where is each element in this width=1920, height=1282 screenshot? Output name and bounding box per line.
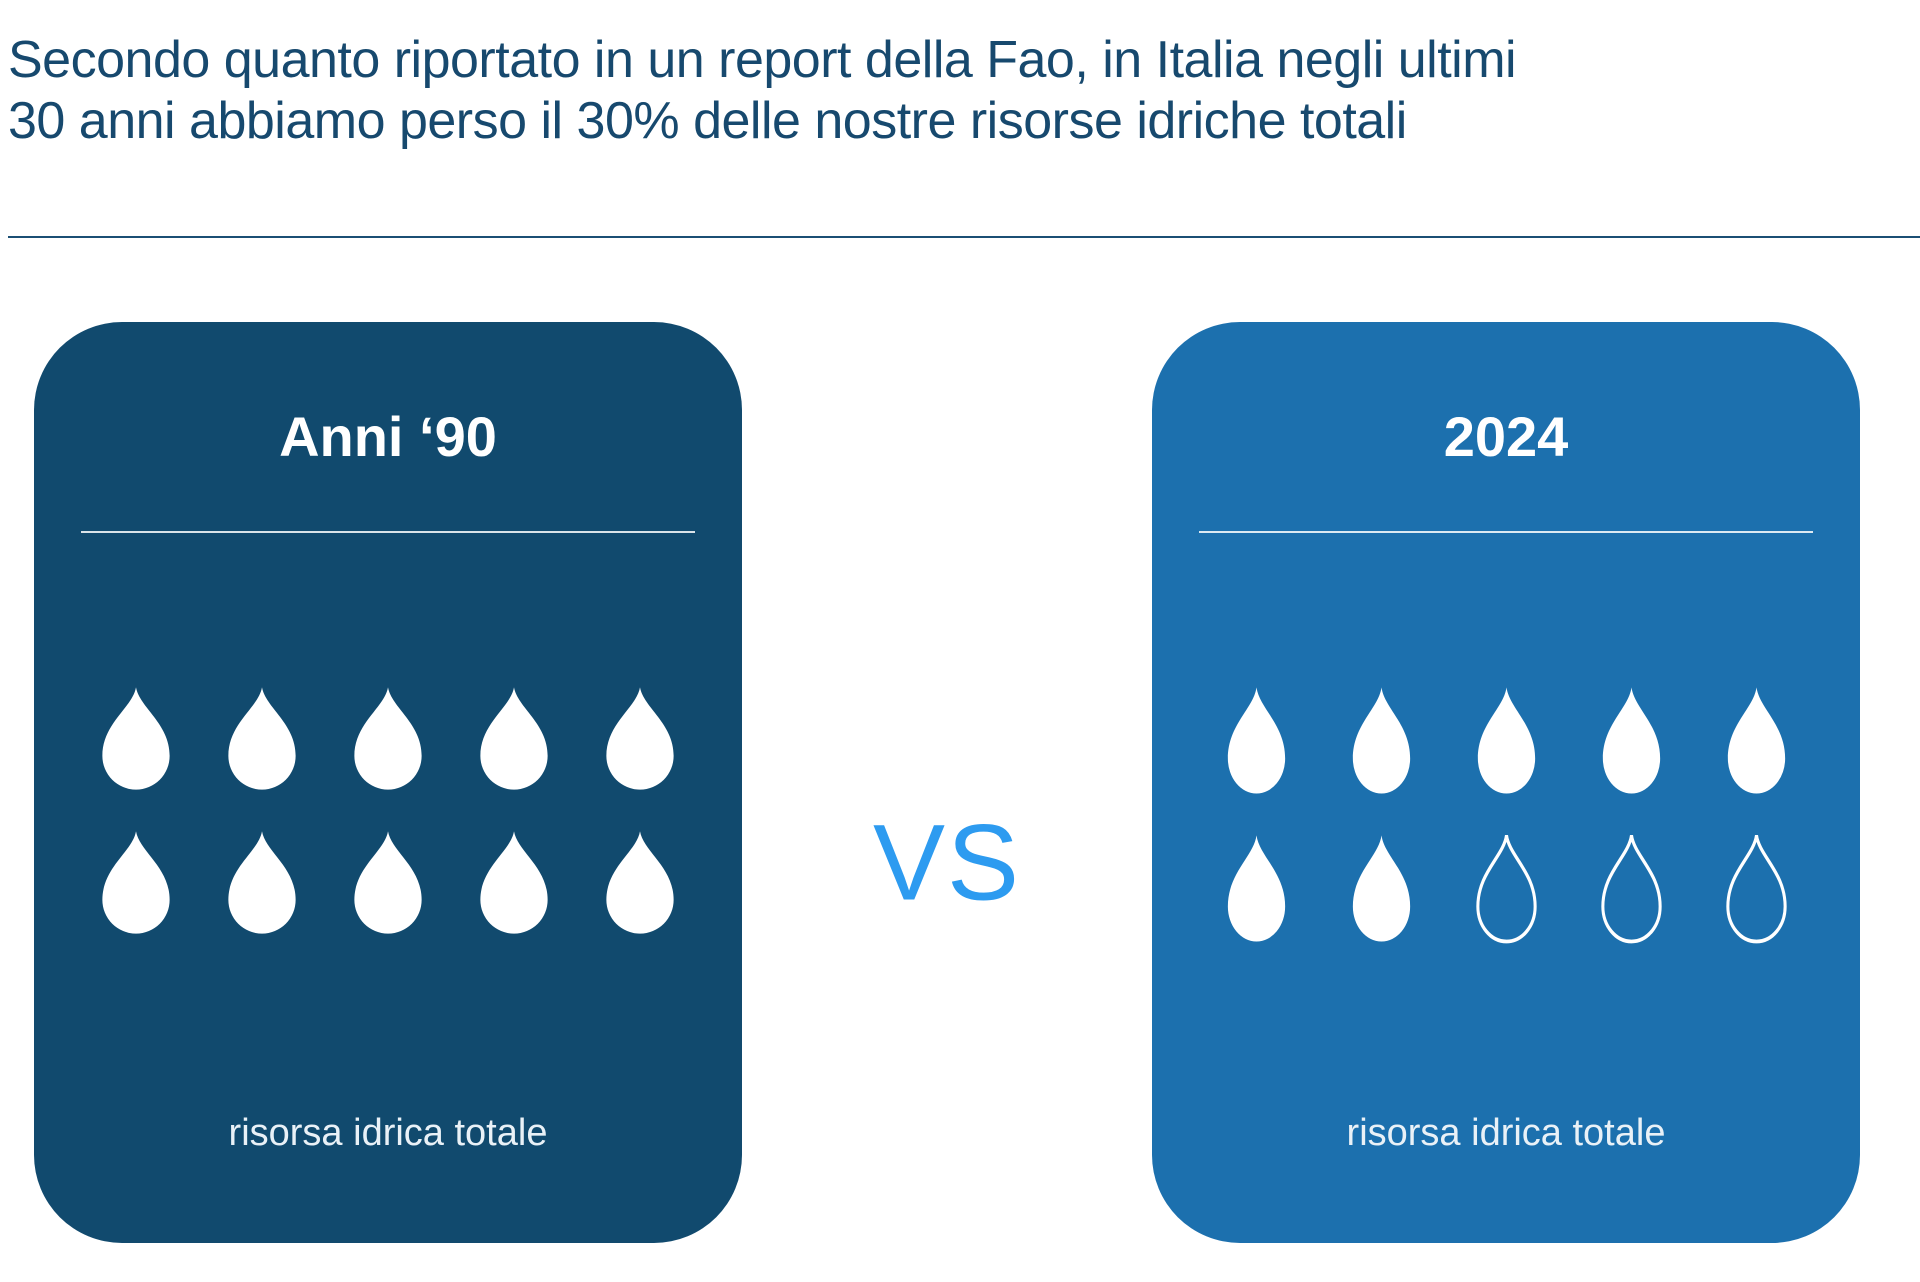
card-2024: 2024 risorsa idrica totale [1152, 322, 1860, 1243]
water-drop-empty-icon [1475, 834, 1537, 944]
water-drop-filled-icon [1352, 835, 1410, 942]
headline-line-1: Secondo quanto riportato in un report de… [8, 31, 1517, 89]
card-caption-2024: risorsa idrica totale [1346, 1112, 1666, 1154]
water-drop-filled-icon [1477, 687, 1535, 794]
water-drop-empty-icon [1725, 834, 1787, 944]
card-title-anni-90: Anni ‘90 [279, 405, 497, 468]
drop-grid-anni-90 [99, 685, 677, 937]
water-drop-filled-icon [228, 831, 296, 934]
water-drop-filled-icon [480, 687, 548, 790]
drop-grid-2024 [1225, 685, 1788, 945]
card-anni-90: Anni ‘90 risorsa idrica totale [34, 322, 742, 1243]
card-divider [1199, 531, 1813, 533]
headline-line-2: 30 anni abbiamo perso il 30% delle nostr… [8, 92, 1407, 151]
water-drop-filled-icon [480, 831, 548, 934]
water-drop-filled-icon [1602, 687, 1660, 794]
drop-row [99, 829, 677, 937]
vs-label: VS [872, 801, 1022, 923]
water-drop-filled-icon [606, 687, 674, 790]
water-drop-filled-icon [606, 831, 674, 934]
water-drop-filled-icon [1227, 835, 1285, 942]
drop-row [1225, 685, 1788, 797]
water-drop-filled-icon [102, 831, 170, 934]
card-divider [81, 531, 695, 533]
header-divider [8, 236, 1920, 238]
card-caption-anni-90: risorsa idrica totale [228, 1112, 548, 1154]
water-drop-filled-icon [1352, 687, 1410, 794]
water-drop-filled-icon [228, 687, 296, 790]
headline: Secondo quanto riportato in un report de… [8, 30, 1517, 153]
water-drop-filled-icon [1227, 687, 1285, 794]
drop-row [1225, 833, 1788, 945]
water-drop-filled-icon [354, 687, 422, 790]
card-title-2024: 2024 [1443, 405, 1569, 468]
water-drop-filled-icon [354, 831, 422, 934]
water-drop-filled-icon [102, 687, 170, 790]
drop-row [99, 685, 677, 793]
water-drop-filled-icon [1727, 687, 1785, 794]
water-drop-empty-icon [1600, 834, 1662, 944]
